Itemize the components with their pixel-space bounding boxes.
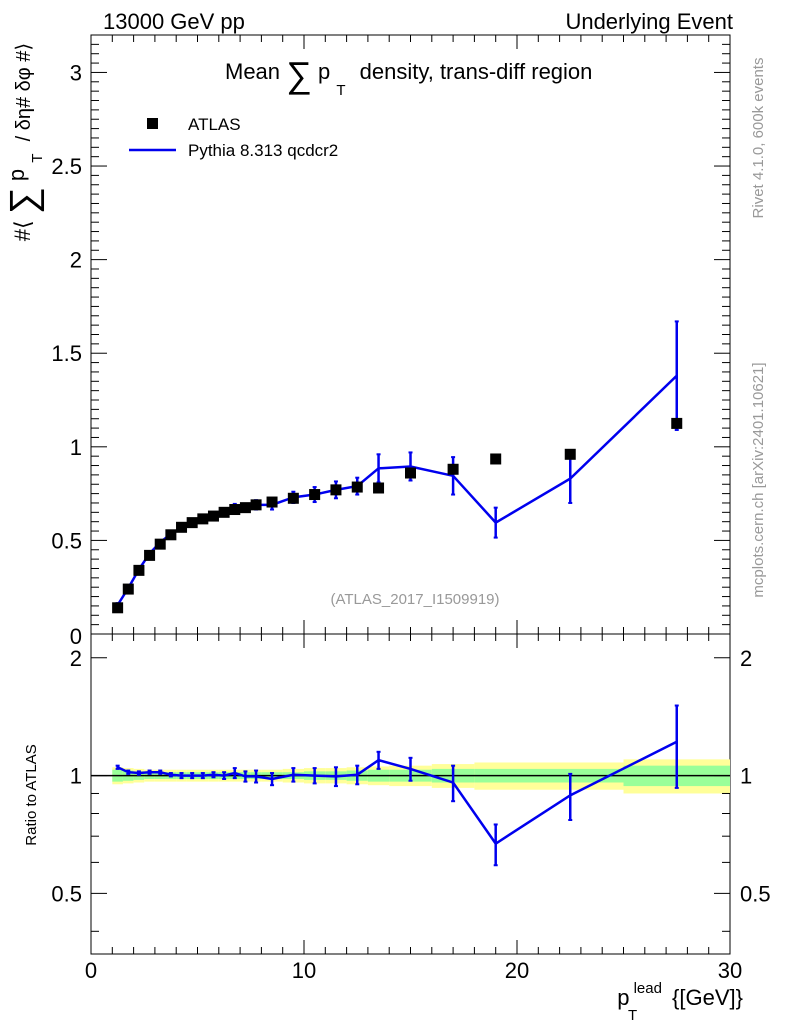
xlabel-p: p [617,985,629,1010]
main-data-point [239,502,251,514]
ratio-ytick-label-right: 0.5 [740,881,771,906]
main-data-point [122,583,134,595]
main-data-point [218,506,230,518]
main-data-point [112,602,124,614]
main-ytick-labels: 0.5 1 1.5 2 2.5 3 [51,60,82,553]
main-ylabel-rest: / δη# δφ #⟩ [13,43,35,142]
main-mc-line [116,374,678,606]
main-data-point [207,510,219,522]
legend-mc-label: Pythia 8.313 qcdcr2 [188,141,338,160]
main-data-point [405,467,416,479]
ratio-ytick-labels: 0.5 0.5 1 1 2 2 [51,646,770,907]
main-data-point [250,499,262,511]
analysis-watermark: (ATLAS_2017_I1509919) [330,591,499,608]
main-ytick-label: 0.5 [51,528,82,553]
ratio-mc-line [117,740,678,846]
xlabel: p lead {[GeV]} [617,973,743,1010]
header-left: 13000 GeV pp [103,9,245,34]
main-data-point [671,417,683,429]
ratio-ytick-label: 1 [70,764,82,789]
source-info: mcplots.cern.ch [arXiv:2401.10621] [750,362,767,597]
ratio-ytick-label: 0.5 [51,881,82,906]
main-data-point [165,529,177,541]
main-ylabel-sum: ∑ [3,187,45,214]
main-title-p: p [318,59,330,84]
ratio-mc-series [115,704,679,867]
xtick-label: 0 [85,958,97,983]
xtick-label: 20 [505,958,529,983]
main-data-point [330,484,342,496]
ratio-ylabel: Ratio to ATLAS [23,744,40,845]
xtick-labels: 0 10 20 30 [85,958,742,983]
main-ylabel: #⟨ ∑ p T / δη# δφ #⟩ [3,43,47,241]
main-y-bottom-label: 0 [70,624,82,649]
main-frame [90,34,731,635]
main-axis-ticks [90,34,731,635]
main-data-point [490,453,502,465]
main-data-point [133,564,145,576]
main-ylabel-p: p [4,169,29,181]
main-data-point [197,513,209,525]
main-ytick-label: 2.5 [51,154,82,179]
legend: ATLAS Pythia 8.313 qcdcr2 [129,115,338,160]
main-title-sum: ∑ [286,54,312,95]
main-ylabel-prefix: #⟨ [10,220,35,241]
main-data-point [564,448,576,460]
ratio-ytick-label: 2 [70,646,82,671]
main-ytick-label: 2 [70,248,82,273]
ratio-axis-ticks [90,634,731,954]
main-data-point [447,463,459,475]
main-ytick-label: 3 [70,60,82,85]
ratio-ytick-label-right: 1 [740,764,752,789]
main-data-point [266,496,278,508]
main-data-point [229,504,241,516]
xtick-label: 10 [292,958,316,983]
xlabel-sub: T [628,1007,637,1024]
main-data-point [144,549,156,561]
main-data-point [186,517,198,529]
ratio-ytick-label-right: 2 [740,646,752,671]
main-title-suffix: density, trans-diff region [360,59,593,84]
rivet-info: Rivet 4.1.0, 600k events [750,58,767,219]
xtick-label: 30 [718,958,742,983]
main-data-point [154,538,166,550]
main-data-point [309,489,321,501]
main-title-prefix: Mean [225,59,280,84]
legend-data-marker [147,118,158,129]
main-data-point [176,521,188,533]
main-title-sub: T [336,82,345,99]
header-right: Underlying Event [565,9,733,34]
main-data-point [287,492,299,504]
xlabel-sup: lead [634,980,662,997]
ratio-frame [90,633,731,955]
main-data-point [373,482,385,494]
main-data-series [112,417,683,614]
xlabel-unit: {[GeV]} [672,985,743,1010]
main-panel: 0.5 1 1.5 2 2.5 3 0 Mean ∑ p T density, trans… [3,34,731,649]
main-ylabel-sub: T [29,154,46,163]
svg-text:#⟨ ∑ p: #⟨ ∑ p T / δη# δφ #⟩ [3,43,47,241]
main-title: Mean ∑ p T density, trans-diff region [225,54,592,100]
main-ytick-label: 1 [70,435,82,460]
main-ytick-label: 1.5 [51,341,82,366]
legend-data-label: ATLAS [188,115,241,134]
ratio-panel: 0.5 0.5 1 1 2 2 0 10 20 30 Ratio to ATLAS p lead… [23,633,771,1024]
main-mc-series [115,320,679,608]
main-data-point [351,481,363,493]
